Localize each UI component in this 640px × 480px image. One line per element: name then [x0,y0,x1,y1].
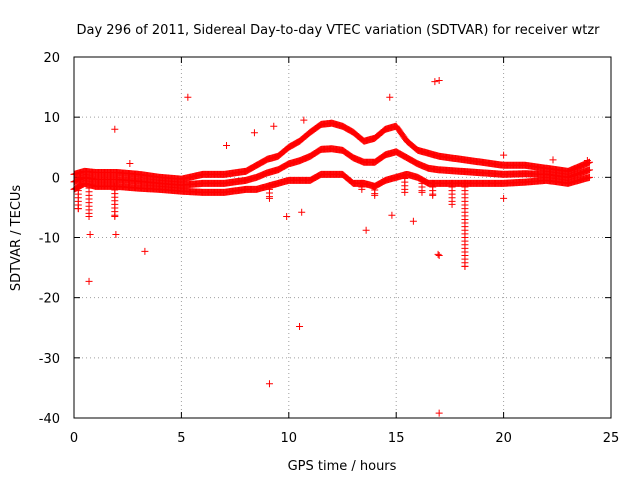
y-axis-label: SDTVAR / TECUs [9,185,24,292]
data-point [371,191,379,199]
y-tick-label: -10 [39,232,60,247]
outlier-point [431,78,439,86]
x-tick-label: 10 [281,431,298,446]
outlier-point [435,76,443,84]
outlier-point [111,125,119,133]
data-point [586,173,594,181]
outlier-point [265,380,273,388]
x-tick-labels: 0 5 10 15 20 25 [70,431,619,446]
outlier-point [434,250,442,258]
outlier-point [409,217,417,225]
data-point [85,212,93,220]
outlier-point [298,208,306,216]
outlier-point [300,116,308,124]
data-point [429,191,437,199]
outlier-point [184,93,192,101]
data-point [461,262,469,270]
plot-frame [73,56,612,419]
data-point [74,205,82,213]
chart-title: Day 296 of 2011, Sidereal Day-to-day VTE… [76,23,600,38]
y-tick-labels: -40 -30 -20 -10 0 10 20 [39,51,60,427]
grid-lines [74,57,611,418]
data-point [358,185,366,193]
x-axis-label: GPS time / hours [288,459,397,474]
data-point [418,188,426,196]
data-point [448,200,456,208]
outlier-point [86,230,94,238]
y-tick-label: -40 [39,412,60,427]
outlier-point [386,93,394,101]
outlier-point [250,129,258,137]
outlier-point [223,141,231,149]
outlier-point [583,156,591,164]
outlier-point [435,252,443,260]
data-point [111,212,119,220]
y-tick-label: 10 [43,111,60,126]
y-tick-label: -20 [39,292,60,307]
data-points [70,76,594,417]
x-tick-label: 0 [70,431,78,446]
data-point [586,166,594,174]
outlier-point [126,159,134,167]
y-tick-label: -30 [39,352,60,367]
outlier-point [435,409,443,417]
outlier-point [362,226,370,234]
x-tick-label: 5 [177,431,185,446]
y-tick-label: 0 [52,171,60,186]
x-tick-label: 20 [495,431,512,446]
outlier-point [112,230,120,238]
outlier-point [549,156,557,164]
outlier-point [500,194,508,202]
outlier-point [388,211,396,219]
outlier-point [85,277,93,285]
x-tick-label: 15 [388,431,405,446]
data-point [265,194,273,202]
data-point [401,188,409,196]
outlier-point [270,122,278,130]
y-tick-label: 20 [43,51,60,66]
x-tick-label: 25 [603,431,620,446]
outlier-point [141,247,149,255]
outlier-point [296,323,304,331]
outlier-point [500,151,508,159]
outlier-point [283,212,291,220]
